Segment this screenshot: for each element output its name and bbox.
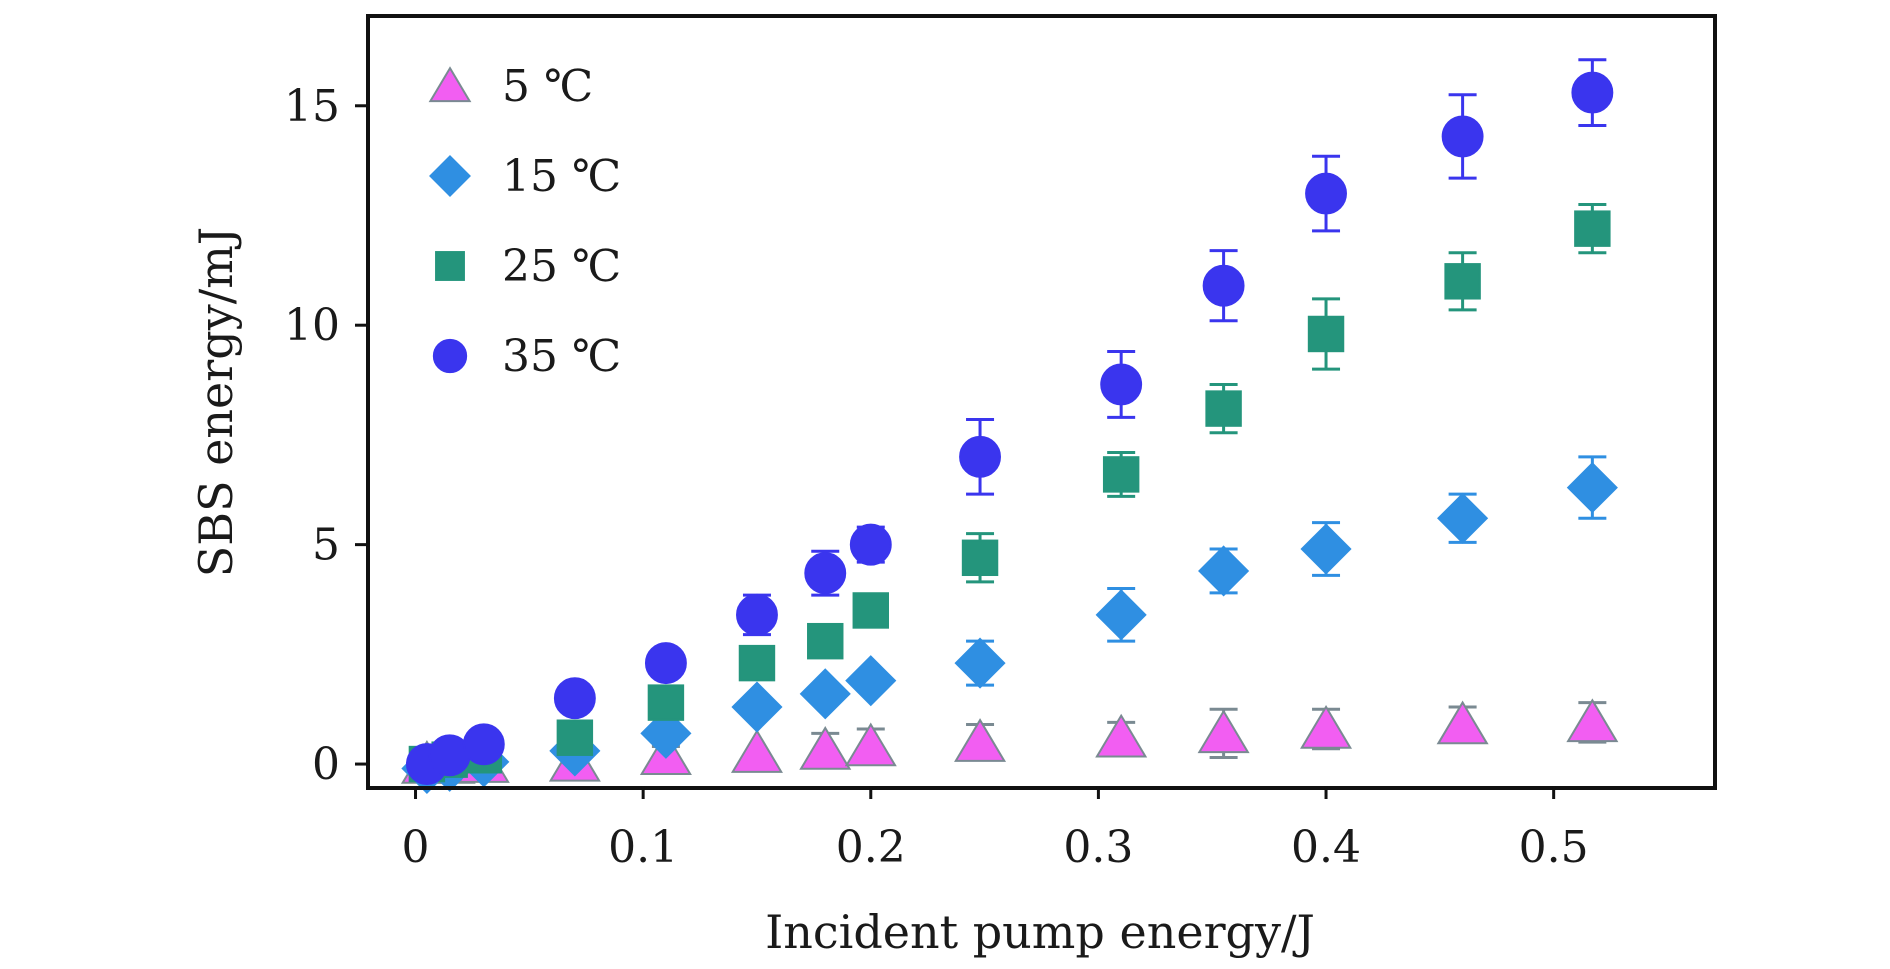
x-axis-label: Incident pump energy/J <box>765 905 1315 959</box>
diamond-marker <box>429 155 471 197</box>
y-axis-label: SBS energy/mJ <box>189 227 243 578</box>
legend-label: 35 ℃ <box>502 331 621 382</box>
square-marker <box>1307 315 1345 353</box>
circle-marker <box>432 338 468 374</box>
x-tick-label: 0.1 <box>608 822 678 873</box>
legend-label: 25 ℃ <box>502 241 621 292</box>
triangle-marker <box>1197 709 1250 754</box>
triangle-marker <box>1095 713 1148 758</box>
square-marker <box>556 719 594 756</box>
diamond-marker <box>1437 492 1489 544</box>
diamond-marker <box>640 707 692 759</box>
plot-frame <box>366 14 1717 790</box>
diamond-marker <box>954 637 1006 689</box>
x-tick-label: 0.5 <box>1519 822 1589 873</box>
circle-marker <box>1202 264 1245 307</box>
x-tick-label: 0 <box>402 822 430 873</box>
square-marker <box>647 684 685 721</box>
circle-marker <box>1441 115 1484 158</box>
diamond-marker <box>731 681 783 733</box>
x-axis-ticks: 0 0.1 0.2 0.3 0.4 0.5 <box>402 786 1589 873</box>
triangle-marker <box>1436 700 1489 745</box>
diamond-marker <box>1300 523 1352 575</box>
square-marker <box>961 539 999 577</box>
circle-marker <box>736 593 778 636</box>
circle-marker <box>553 677 596 720</box>
triangle-marker <box>954 718 1007 762</box>
triangle-marker <box>844 722 897 767</box>
circle-marker <box>959 435 1001 478</box>
square-marker <box>435 251 465 281</box>
x-tick-label: 0.3 <box>1063 822 1133 873</box>
data-markers <box>400 71 1619 795</box>
legend-label: 5 ℃ <box>502 61 593 112</box>
triangle-marker <box>1300 704 1353 749</box>
x-tick-label: 0.2 <box>836 822 906 873</box>
square-marker <box>1574 210 1611 247</box>
circle-marker <box>1305 172 1347 215</box>
square-marker <box>738 644 776 682</box>
y-axis-ticks: 0 5 10 15 <box>284 81 370 790</box>
triangle-marker <box>799 726 852 770</box>
y-tick-label: 15 <box>284 81 340 132</box>
legend: 5 ℃ 15 ℃ 25 ℃ 35 ℃ <box>428 61 621 382</box>
triangle-marker <box>1566 698 1619 743</box>
diamond-marker <box>845 655 897 707</box>
triangle-marker <box>428 66 472 103</box>
circle-marker <box>849 523 892 566</box>
circle-marker <box>1571 71 1614 114</box>
square-marker <box>1205 390 1242 427</box>
diamond-marker <box>1566 462 1618 514</box>
diamond-marker <box>799 668 851 720</box>
diamond-marker <box>1095 589 1147 641</box>
circle-marker <box>804 552 847 595</box>
triangle-marker <box>730 729 783 773</box>
x-tick-label: 0.4 <box>1291 822 1361 873</box>
diamond-marker <box>1198 545 1250 597</box>
legend-label: 15 ℃ <box>502 151 621 202</box>
y-tick-label: 0 <box>312 739 340 790</box>
y-tick-label: 5 <box>312 520 340 571</box>
square-marker <box>852 592 889 629</box>
circle-marker <box>644 642 687 685</box>
square-marker <box>807 622 844 660</box>
square-marker <box>1102 456 1140 493</box>
circle-marker <box>462 723 505 766</box>
circle-marker <box>1100 363 1143 406</box>
y-tick-label: 10 <box>284 300 340 351</box>
square-marker <box>1444 263 1481 300</box>
